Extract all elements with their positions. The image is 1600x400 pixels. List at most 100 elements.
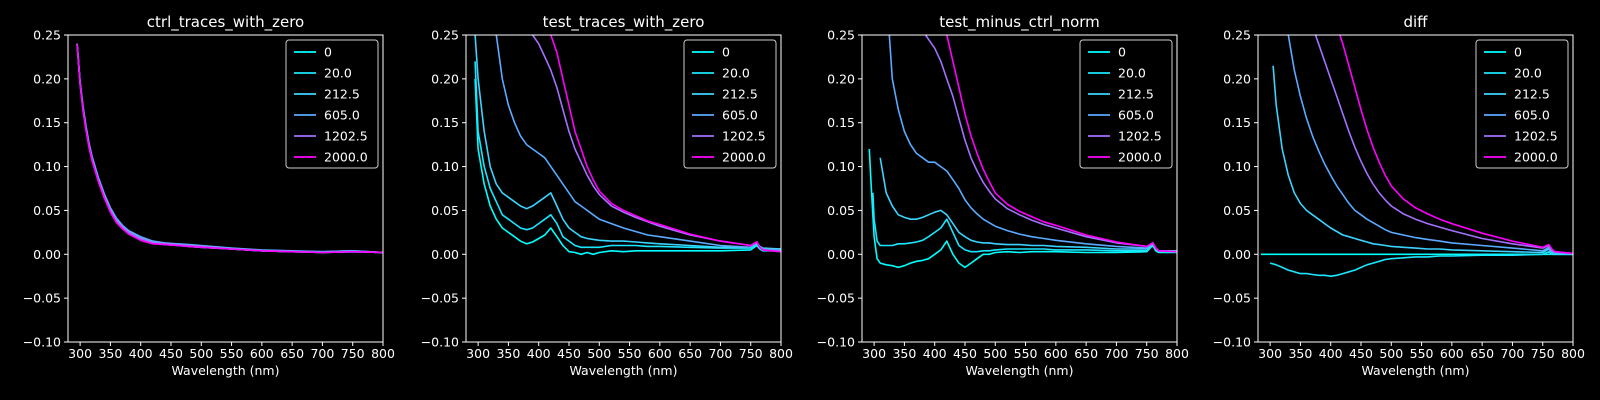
x-tick-label: 800	[1165, 346, 1189, 361]
y-tick-label: 0.15	[431, 115, 459, 130]
x-tick-label: 300	[68, 346, 92, 361]
chart-panel-4: 300 350 400 450 500 550 600 650 700 750 800 −0.10 −0…	[1213, 13, 1585, 378]
series-line-212.5	[474, 35, 781, 250]
x-tick-label: 300	[1258, 346, 1282, 361]
series-group	[474, 35, 781, 256]
x-tick-label: 350	[98, 346, 122, 361]
x-tick-label: 700	[310, 346, 334, 361]
legend-label: 2000.0	[324, 150, 368, 165]
chart-panel-1: 300 350 400 450 500 550 600 650 700 750 800 −0.10 −0…	[23, 13, 395, 378]
legend-label: 20.0	[1514, 66, 1542, 81]
legend: 0 20.0 212.5 605.0 1202.5 2000.0	[285, 39, 379, 169]
y-tick-label: 0.05	[827, 203, 855, 218]
x-tick-label: 750	[341, 346, 365, 361]
x-tick-label: 350	[496, 346, 520, 361]
x-tick-label: 650	[1074, 346, 1098, 361]
legend-label: 212.5	[1118, 87, 1154, 102]
x-tick-label: 350	[1288, 346, 1312, 361]
series-line-2000.0	[550, 35, 781, 253]
legend-label: 212.5	[1514, 87, 1550, 102]
y-tick-label: 0.05	[1223, 203, 1251, 218]
series-line-0	[868, 148, 1177, 269]
y-tick-label: −0.10	[817, 335, 855, 350]
y-tick-label: 0.00	[431, 247, 459, 262]
x-tick-label: 650	[1470, 346, 1494, 361]
x-tick-label: 500	[587, 346, 611, 361]
series-line-0	[474, 78, 781, 256]
series-line-20.0	[1269, 250, 1573, 278]
legend-label: 0	[1514, 45, 1522, 60]
x-tick-label: 400	[923, 346, 947, 361]
y-tick-label: −0.05	[23, 291, 61, 306]
plot-frame	[67, 34, 384, 343]
legend-label: 212.5	[324, 87, 360, 102]
x-axis-label: Wavelength (nm)	[1362, 363, 1470, 378]
x-tick-label: 450	[159, 346, 183, 361]
chart-title: diff	[1403, 13, 1428, 31]
x-tick-label: 700	[1104, 346, 1128, 361]
legend-label: 605.0	[722, 108, 758, 123]
x-tick-label: 550	[1014, 346, 1038, 361]
legend-label: 1202.5	[1514, 129, 1558, 144]
series-line-212.5	[879, 157, 1177, 252]
legend-label: 2000.0	[722, 150, 766, 165]
x-tick-label: 550	[618, 346, 642, 361]
y-tick-label: 0.15	[33, 115, 61, 130]
x-tick-label: 550	[1410, 346, 1434, 361]
x-tick-label: 800	[1561, 346, 1585, 361]
x-axis-label: Wavelength (nm)	[966, 363, 1074, 378]
x-tick-label: 750	[1135, 346, 1159, 361]
y-tick-label: −0.05	[1213, 291, 1251, 306]
chart-panel-3: 300 350 400 450 500 550 600 650 700 750 800 −0.10 −0…	[817, 13, 1189, 378]
legend: 0 20.0 212.5 605.0 1202.5 2000.0	[683, 39, 777, 169]
x-tick-label: 450	[557, 346, 581, 361]
series-line-1202.5	[1314, 35, 1573, 255]
chart-title: test_traces_with_zero	[543, 13, 705, 32]
series-line-605.0	[888, 35, 1177, 253]
legend-label: 0	[1118, 45, 1126, 60]
x-tick-label: 600	[250, 346, 274, 361]
x-axis-label: Wavelength (nm)	[570, 363, 678, 378]
series-line-605.0	[1287, 35, 1573, 255]
y-tick-label: −0.05	[817, 291, 855, 306]
x-tick-label: 450	[953, 346, 977, 361]
legend-label: 605.0	[324, 108, 360, 123]
y-tick-label: 0.20	[431, 71, 459, 86]
x-tick-label: 600	[1440, 346, 1464, 361]
chart-panel-2: 300 350 400 450 500 550 600 650 700 750 800 −0.10 −0…	[421, 13, 793, 378]
x-tick-label: 750	[739, 346, 763, 361]
x-tick-label: 550	[220, 346, 244, 361]
y-tick-label: −0.10	[421, 335, 459, 350]
y-tick-label: 0.10	[431, 159, 459, 174]
plot-frame	[1257, 34, 1574, 343]
x-tick-label: 500	[1379, 346, 1403, 361]
y-tick-label: 0.00	[827, 247, 855, 262]
legend-label: 20.0	[722, 66, 750, 81]
y-tick-label: −0.10	[23, 335, 61, 350]
y-tick-label: −0.10	[1213, 335, 1251, 350]
y-tick-label: 0.00	[33, 247, 61, 262]
x-tick-label: 400	[527, 346, 551, 361]
y-tick-label: 0.10	[827, 159, 855, 174]
x-tick-label: 600	[648, 346, 672, 361]
x-tick-label: 300	[466, 346, 490, 361]
series-group	[76, 43, 383, 254]
x-tick-label: 400	[1319, 346, 1343, 361]
x-tick-label: 700	[708, 346, 732, 361]
y-tick-label: 0.10	[33, 159, 61, 174]
legend-label: 1202.5	[324, 129, 368, 144]
x-axis-label: Wavelength (nm)	[172, 363, 280, 378]
x-tick-label: 750	[1531, 346, 1555, 361]
y-tick-label: −0.05	[421, 291, 459, 306]
legend-label: 1202.5	[722, 129, 766, 144]
x-tick-label: 300	[862, 346, 886, 361]
legend-label: 20.0	[324, 66, 352, 81]
x-tick-label: 450	[1349, 346, 1373, 361]
legend-label: 20.0	[1118, 66, 1146, 81]
y-tick-label: 0.10	[1223, 159, 1251, 174]
x-tick-label: 650	[678, 346, 702, 361]
series-line-20.0	[872, 192, 1177, 253]
x-tick-label: 350	[892, 346, 916, 361]
series-line-2000.0	[946, 35, 1177, 253]
